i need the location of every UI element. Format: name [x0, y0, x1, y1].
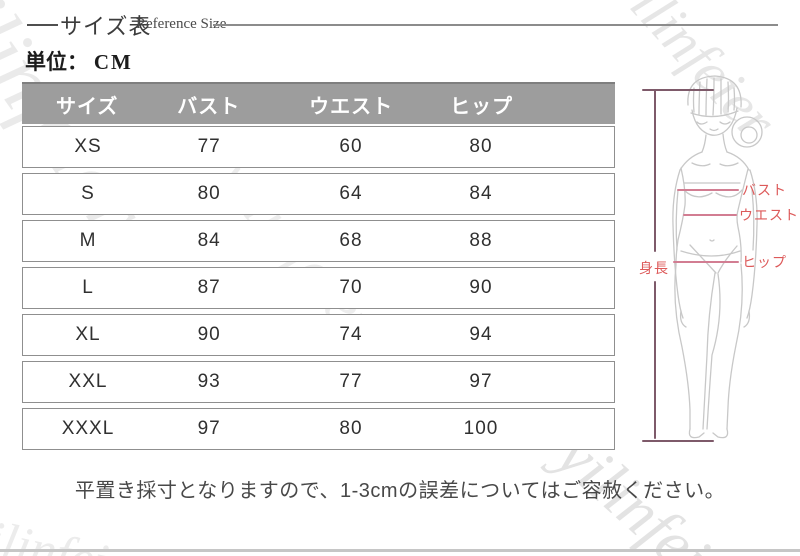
table-cell: 80 [197, 183, 221, 204]
header-cell-bust: バスト [177, 95, 241, 118]
table-row: XXL 93 77 97 [22, 361, 615, 403]
page-title: サイズ表 [60, 14, 152, 39]
table-cell: 60 [339, 136, 363, 157]
table-cell: 77 [339, 371, 363, 392]
height-label: 身長 [639, 260, 669, 276]
table-row: L 87 70 90 [22, 267, 615, 309]
table-row: XXXL 97 80 100 [22, 408, 615, 450]
table-row: XS 77 60 80 [22, 126, 615, 168]
table-cell: 88 [469, 230, 493, 251]
table-cell: 84 [197, 230, 221, 251]
table-cell: 100 [463, 418, 499, 439]
table-cell: 77 [197, 136, 221, 157]
table-cell: 90 [197, 324, 221, 345]
table-cell: 70 [339, 277, 363, 298]
size-table: サイズ バスト ウエスト ヒップ XS 77 60 80 S 80 64 84 M 84 68 88 L… [22, 82, 615, 450]
title-rule [213, 24, 778, 26]
table-cell: 90 [469, 277, 493, 298]
table-row: M 84 68 88 [22, 220, 615, 262]
table-cell: 97 [469, 371, 493, 392]
woman-outline [672, 75, 763, 439]
table-cell: S [81, 183, 95, 204]
hip-label: ヒップ [742, 254, 787, 270]
height-line [642, 89, 714, 442]
table-cell: 97 [197, 418, 221, 439]
table-cell: 74 [339, 324, 363, 345]
page-subtitle: Reference Size [136, 16, 227, 32]
size-table-body: XS 77 60 80 S 80 64 84 M 84 68 88 L 87 70 90 XL 90 74 94 XXL… [22, 126, 615, 450]
table-cell: 68 [339, 230, 363, 251]
table-header-row: サイズ バスト ウエスト ヒップ [22, 82, 615, 124]
table-cell: 93 [197, 371, 221, 392]
table-cell: 84 [469, 183, 493, 204]
table-row: S 80 64 84 [22, 173, 615, 215]
note-text: 平置き採寸となりますので、1-3cmの誤差についてはご容赦ください。 [74, 480, 726, 502]
table-cell: 80 [469, 136, 493, 157]
table-cell: M [79, 230, 97, 251]
unit-label: 単位： CM [25, 46, 133, 76]
bottom-divider [0, 549, 800, 552]
waist-label: ウエスト [739, 207, 799, 223]
header-cell-waist: ウエスト [309, 95, 394, 118]
header-cell-size: サイズ [56, 95, 119, 118]
table-cell: 94 [469, 324, 493, 345]
table-cell: 64 [339, 183, 363, 204]
unit-value: CM [93, 50, 133, 74]
table-cell: XXL [68, 371, 108, 392]
table-cell: XL [75, 324, 101, 345]
table-row: XL 90 74 94 [22, 314, 615, 356]
table-cell: XXXL [61, 418, 115, 439]
table-cell: XS [74, 136, 102, 157]
table-cell: 87 [197, 277, 221, 298]
unit-name: 単位： [25, 51, 88, 74]
title-dash [27, 24, 58, 26]
table-cell: 80 [339, 418, 363, 439]
header-cell-hip: ヒップ [450, 95, 514, 118]
table-cell: L [82, 277, 94, 298]
bust-label: バスト [742, 182, 787, 198]
body-figure-illustration: バスト ウエスト ヒップ 身長 [628, 55, 800, 455]
